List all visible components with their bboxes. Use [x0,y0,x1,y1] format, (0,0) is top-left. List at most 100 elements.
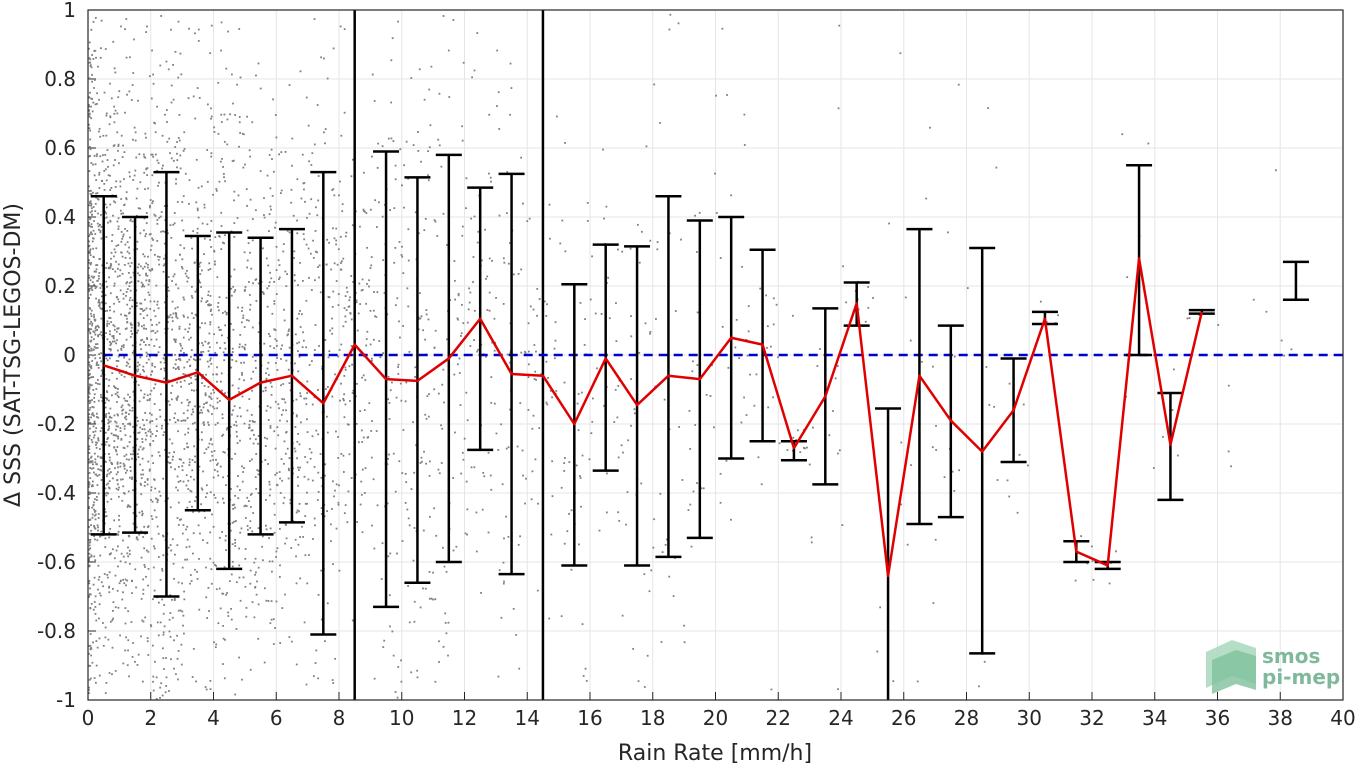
scatter-point [213,391,216,394]
scatter-point [687,509,690,511]
scatter-point [196,207,199,210]
scatter-point [368,402,371,405]
scatter-point [108,591,111,594]
scatter-point [296,317,299,320]
scatter-point [93,514,96,517]
scatter-point [149,442,152,445]
scatter-point [231,347,234,350]
scatter-point [151,370,153,373]
scatter-point [102,154,104,157]
scatter-point [280,358,282,360]
scatter-point [466,508,469,511]
scatter-point [88,692,90,695]
scatter-point [116,533,119,535]
y-tick-label: 0.8 [44,67,76,91]
scatter-point [104,310,107,312]
scatter-point [560,486,563,489]
scatter-point [545,315,548,317]
scatter-point [269,205,272,208]
scatter-point [121,412,124,415]
scatter-point [192,230,195,233]
scatter-point [100,334,103,337]
scatter-point [210,24,213,27]
scatter-point [120,348,123,351]
scatter-point [251,458,253,461]
scatter-point [533,378,536,380]
scatter-point [168,452,171,454]
scatter-point [633,412,636,415]
scatter-point [106,359,109,362]
scatter-point [392,140,395,142]
scatter-point [810,541,813,544]
scatter-point [457,292,460,295]
scatter-point [131,478,133,480]
scatter-point [237,194,240,197]
scatter-point [600,313,603,315]
scatter-point [167,546,170,549]
scatter-point [109,115,112,118]
scatter-point [339,268,342,271]
scatter-point [88,289,91,291]
scatter-point [126,321,129,324]
scatter-point [681,479,684,481]
scatter-point [221,334,223,337]
scatter-point [90,555,93,558]
scatter-point [419,462,422,464]
scatter-point [279,642,282,644]
scatter-point [257,603,260,606]
scatter-point [563,470,566,472]
scatter-point [132,391,135,393]
scatter-point [334,657,337,660]
scatter-point [241,345,244,348]
scatter-point [169,594,172,597]
scatter-point [427,179,430,182]
scatter-point [298,312,300,315]
scatter-point [128,175,131,178]
scatter-point [154,383,157,386]
scatter-point [92,467,95,470]
scatter-point [94,163,97,166]
scatter-point [159,494,162,497]
scatter-point [230,573,233,576]
scatter-point [230,618,233,621]
scatter-point [257,282,260,285]
scatter-point [432,571,434,574]
scatter-point [279,477,281,480]
scatter-point [128,282,131,284]
scatter-point [441,427,444,430]
scatter-point [265,377,268,380]
scatter-point [391,37,394,40]
scatter-point [105,179,108,182]
scatter-point [311,403,314,406]
scatter-point [636,223,639,226]
scatter-point [145,136,147,139]
scatter-point [188,338,191,341]
scatter-point [132,446,135,449]
scatter-point [307,478,310,481]
scatter-point [226,592,228,594]
scatter-point [287,477,290,480]
scatter-point [113,302,115,305]
scatter-point [159,415,162,418]
scatter-point [216,407,218,410]
scatter-point [112,337,115,340]
scatter-point [104,210,107,213]
scatter-point [440,462,443,464]
scatter-point [118,90,121,93]
scatter-point [217,474,220,477]
scatter-point [310,198,313,201]
scatter-point [279,419,281,422]
scatter-point [369,343,372,346]
scatter-point [192,478,195,481]
scatter-point [149,269,152,272]
scatter-point [230,607,232,610]
scatter-point [93,270,96,273]
scatter-point [134,139,137,142]
scatter-point [182,229,185,232]
scatter-point [88,416,90,419]
scatter-point [355,299,358,302]
scatter-point [94,509,97,512]
scatter-point [345,309,348,312]
scatter-point [96,484,99,486]
scatter-point [198,465,201,468]
